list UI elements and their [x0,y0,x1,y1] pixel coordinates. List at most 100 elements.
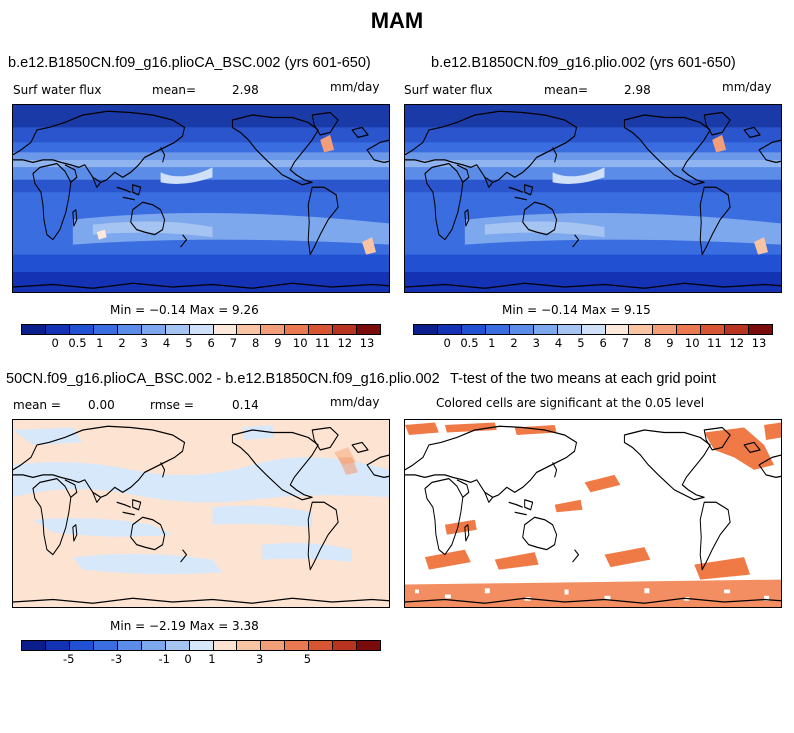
colorbar-tick-label: 3 [532,336,540,350]
colorbar-tick-label: 7 [621,336,630,350]
colorbar-tick-label: 1 [96,336,104,350]
panel-2-title: b.e12.B1850CN.f09_g16.plio.002 (yrs 601-… [431,55,736,71]
colorbar-cell [213,325,238,334]
colorbar-cell [141,641,166,650]
colorbar-cell [261,641,286,650]
colorbar-tick-label: 4 [554,336,563,350]
colorbar-cell [677,325,702,334]
panel-1-mean-label: mean= [152,83,197,97]
colorbar-cell [581,325,606,334]
panel-3-units: mm/day [330,395,380,409]
colorbar-cell [749,325,773,334]
panel-1-colorbar [21,324,381,335]
colorbar-cell [261,325,286,334]
colorbar-cell [22,325,46,334]
colorbar-cell [414,325,438,334]
panel-1-map [12,104,390,293]
colorbar-tick-label: 4 [162,336,171,350]
colorbar-tick-label: 9 [274,336,282,350]
colorbar-tick-label: 0 [51,336,59,350]
colorbar-tick-label: 1 [208,652,216,666]
panel-2-variable-label: Surf water flux [404,83,493,97]
colorbar-cell [117,325,142,334]
colorbar-cell [165,641,190,650]
colorbar-cell [45,325,70,334]
colorbar-cell [189,641,214,650]
colorbar-tick-label: 0 [184,652,192,666]
colorbar-cell [701,325,726,334]
colorbar-tick-label: -3 [110,652,123,666]
panel-3-colorbar [21,640,381,651]
colorbar-tick-label: 6 [207,336,215,350]
panel-2-mean-label: mean= [544,83,589,97]
panel-2-stats: Min = −0.14 Max = 9.15 [502,303,651,317]
colorbar-tick-label: 2 [510,336,518,350]
colorbar-tick-label: 13 [751,336,767,350]
colorbar-cell [285,641,310,650]
colorbar-tick-label: 3 [255,652,264,666]
colorbar-cell [509,325,534,334]
colorbar-cell [213,641,238,650]
panel-1-variable-label: Surf water flux [13,83,102,97]
panel-1-mean-value: 2.98 [232,83,259,97]
panel-3-title: 50CN.f09_g16.plioCA_BSC.002 - b.e12.B185… [6,371,440,387]
colorbar-cell [557,325,582,334]
colorbar-cell [333,641,358,650]
panel-4-title: T-test of the two means at each grid poi… [450,371,716,387]
colorbar-cell [45,641,70,650]
colorbar-tick-label: 7 [229,336,238,350]
colorbar-tick-label: 8 [644,336,652,350]
panel-1-colorbar-ticks: 0 0.5 1 2 3 4 5 6 7 8 9 10 11 12 13 [21,336,381,350]
colorbar-cell [93,641,118,650]
colorbar-cell [69,641,94,650]
colorbar-tick-label: 13 [359,336,375,350]
colorbar-cell [357,325,381,334]
panel-3-rmse-value: 0.14 [232,398,259,412]
colorbar-cell [309,641,334,650]
colorbar-cell [22,641,46,650]
panel-2-mean-value: 2.98 [624,83,651,97]
colorbar-cell [725,325,750,334]
panel-1-title: b.e12.B1850CN.f09_g16.plioCA_BSC.002 (yr… [8,55,371,71]
colorbar-tick-label: 6 [599,336,607,350]
colorbar-tick-label: 5 [577,336,585,350]
colorbar-tick-label: 2 [118,336,126,350]
panel-4-map [404,419,782,608]
colorbar-tick-label: 10 [292,336,308,350]
panel-1-units: mm/day [330,80,380,94]
panel-1-stats: Min = −0.14 Max = 9.26 [110,303,259,317]
panel-3-mean-label: mean = [13,398,61,412]
colorbar-cell [485,325,510,334]
colorbar-cell [285,325,310,334]
colorbar-cell [93,325,118,334]
colorbar-cell [461,325,486,334]
panel-3-mean-value: 0.00 [88,398,115,412]
colorbar-tick-label: 0.5 [68,336,87,350]
panel-3-rmse-label: rmse = [150,398,194,412]
colorbar-tick-label: 1 [488,336,496,350]
panel-3-colorbar-ticks: -5 -3 -1 0 1 3 5 [21,652,381,666]
colorbar-cell [437,325,462,334]
colorbar-cell [237,325,262,334]
panel-2-units: mm/day [722,80,772,94]
colorbar-tick-label: 3 [140,336,148,350]
colorbar-tick-label: 5 [185,336,193,350]
colorbar-cell [237,641,262,650]
colorbar-cell [533,325,558,334]
colorbar-tick-label: 12 [337,336,353,350]
colorbar-tick-label: 10 [684,336,700,350]
colorbar-tick-label: -1 [158,652,170,666]
colorbar-cell [165,325,190,334]
panel-3-stats: Min = −2.19 Max = 3.38 [110,619,259,633]
colorbar-tick-label: 11 [707,336,722,350]
panel-2-colorbar [413,324,773,335]
colorbar-cell [605,325,630,334]
colorbar-tick-label: 5 [303,652,312,666]
colorbar-tick-label: 0.5 [460,336,479,350]
colorbar-cell [117,641,142,650]
colorbar-tick-label: 9 [666,336,674,350]
colorbar-tick-label: 11 [315,336,330,350]
panel-2-map [404,104,782,293]
colorbar-tick-label: 0 [443,336,451,350]
colorbar-cell [141,325,166,334]
